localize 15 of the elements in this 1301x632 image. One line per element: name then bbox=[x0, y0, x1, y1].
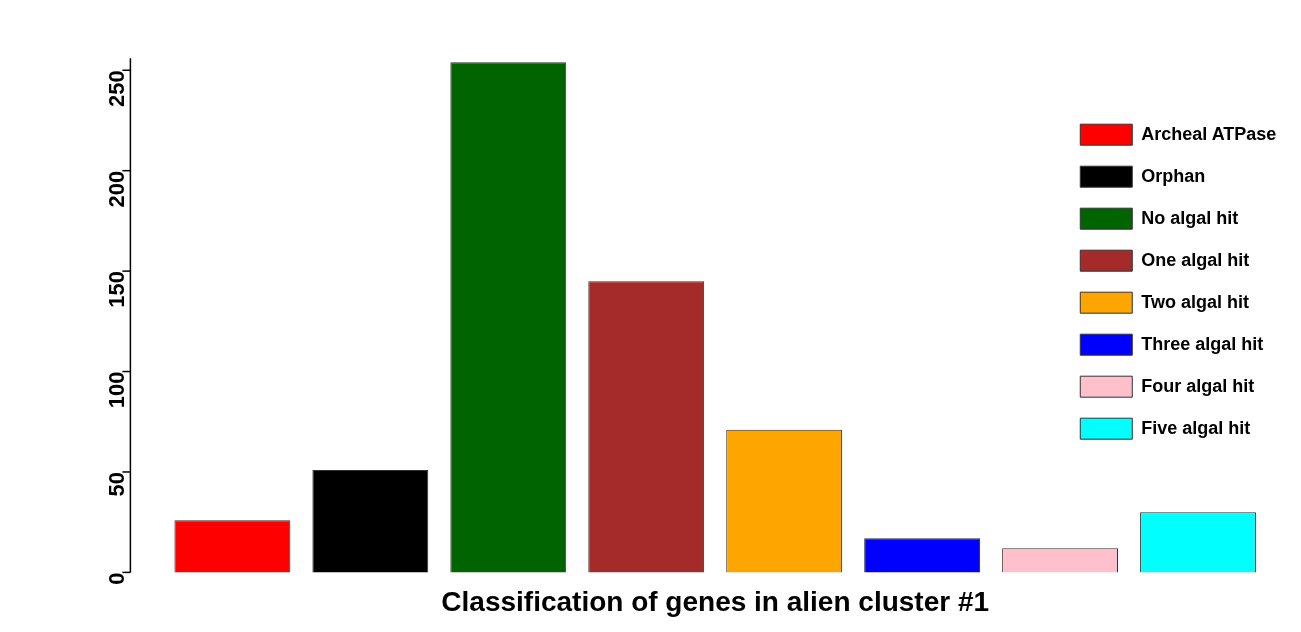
y-tick-label: 100 bbox=[104, 371, 130, 409]
legend-label: One algal hit bbox=[1141, 249, 1250, 270]
legend-label: Four algal hit bbox=[1141, 375, 1255, 396]
x-axis-title: Classification of genes in alien cluster #1 bbox=[441, 585, 990, 617]
legend-label: Archeal ATPase bbox=[1141, 123, 1277, 144]
legend-label: No algal hit bbox=[1141, 207, 1239, 228]
legend-label: Two algal hit bbox=[1141, 291, 1249, 312]
legend-label: Three algal hit bbox=[1141, 333, 1264, 354]
y-tick-label: 200 bbox=[104, 170, 130, 208]
y-tick-label: 50 bbox=[104, 471, 130, 497]
legend-label: Orphan bbox=[1141, 165, 1206, 186]
y-tick-label: 0 bbox=[104, 572, 130, 585]
y-tick-label: 250 bbox=[104, 70, 130, 107]
legend-label: Five algal hit bbox=[1141, 417, 1251, 438]
y-tick-label: 150 bbox=[104, 271, 130, 308]
